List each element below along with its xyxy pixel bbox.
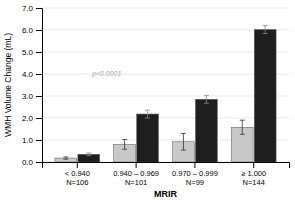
x-tick-label: ≥ 1.000N=144 (241, 169, 266, 187)
bar (137, 114, 159, 162)
x-tick-mark (136, 162, 137, 168)
error-bar (263, 26, 268, 34)
y-tick: 3.0 (22, 92, 42, 101)
x-tick-label-line: N=99 (186, 178, 204, 187)
grid-line (42, 96, 289, 97)
x-tick-label-line: N=101 (125, 178, 147, 187)
x-tick-label-line: N=106 (66, 178, 88, 187)
x-tick-label-line: N=144 (243, 178, 265, 187)
y-tick-mark (36, 162, 42, 163)
y-tick-mark (36, 96, 42, 97)
x-tick-label: < 0.940N=106 (65, 169, 90, 187)
y-tick-mark (36, 74, 42, 75)
x-tick: 0.970 – 0.999N=99 (172, 162, 218, 187)
y-tick: 6.0 (22, 26, 42, 35)
grid-line (42, 8, 289, 9)
y-tick-label: 4.0 (22, 70, 34, 79)
y-tick: 4.0 (22, 70, 42, 79)
y-tick-mark (36, 52, 42, 53)
y-tick: 5.0 (22, 48, 42, 57)
error-bar (181, 133, 186, 150)
grid-line (42, 52, 289, 53)
y-tick-mark (36, 8, 42, 9)
y-axis-line (36, 9, 43, 163)
y-tick-label: 5.0 (22, 48, 34, 57)
y-tick: 0.0 (22, 158, 42, 167)
error-bar (145, 110, 150, 118)
y-tick-label: 0.0 (22, 158, 34, 167)
error-bar (86, 153, 91, 156)
y-axis-title: WMH Volume Change (mL) (3, 33, 13, 137)
y-tick-label: 6.0 (22, 26, 34, 35)
x-tick-label: 0.970 – 0.999N=99 (172, 169, 218, 187)
x-tick: ≥ 1.000N=144 (241, 162, 266, 187)
x-tick-mark (194, 162, 195, 168)
y-axis: 0.0 1.0 2.0 3.0 4.0 5.0 6.0 7.0 (22, 4, 43, 167)
bar (195, 99, 217, 162)
x-tick: 0.940 – 0.969N=101 (113, 162, 159, 187)
bar-series (78, 26, 276, 162)
plot-area: 0.0 1.0 2.0 3.0 4.0 5.0 6.0 7.0 < 0.940N=106 0.94… (3, 4, 290, 199)
y-tick: 7.0 (22, 4, 42, 13)
bar (254, 30, 276, 162)
x-tick-label: 0.940 – 0.969N=101 (113, 169, 159, 187)
grid-line (42, 30, 289, 31)
error-bar (204, 95, 209, 103)
y-tick-label: 3.0 (22, 92, 34, 101)
grid (42, 8, 289, 162)
x-tick-mark (253, 162, 254, 168)
x-tick-mark (77, 162, 78, 168)
y-tick: 1.0 (22, 136, 42, 145)
bars (55, 26, 276, 162)
error-bar (63, 157, 68, 159)
y-tick-label: 2.0 (22, 114, 34, 123)
y-tick-label: 7.0 (22, 4, 34, 13)
x-tick: < 0.940N=106 (65, 162, 90, 187)
error-bar (122, 140, 127, 150)
chart: 0.0 1.0 2.0 3.0 4.0 5.0 6.0 7.0 < 0.940N=106 0.94… (0, 0, 295, 200)
x-axis-line (43, 163, 290, 169)
grid-line (42, 74, 289, 75)
y-tick-mark (36, 140, 42, 141)
y-tick: 2.0 (22, 114, 42, 123)
x-axis: < 0.940N=106 0.940 – 0.969N=101 0.970 – 0.… (43, 162, 290, 187)
x-axis-title: MRIR (154, 189, 177, 199)
y-tick-label: 1.0 (22, 136, 34, 145)
annotation: p<0.0001 (91, 70, 121, 78)
y-tick-mark (36, 118, 42, 119)
error-bar (240, 120, 245, 134)
grid-line (42, 118, 289, 119)
y-tick-mark (36, 30, 42, 31)
